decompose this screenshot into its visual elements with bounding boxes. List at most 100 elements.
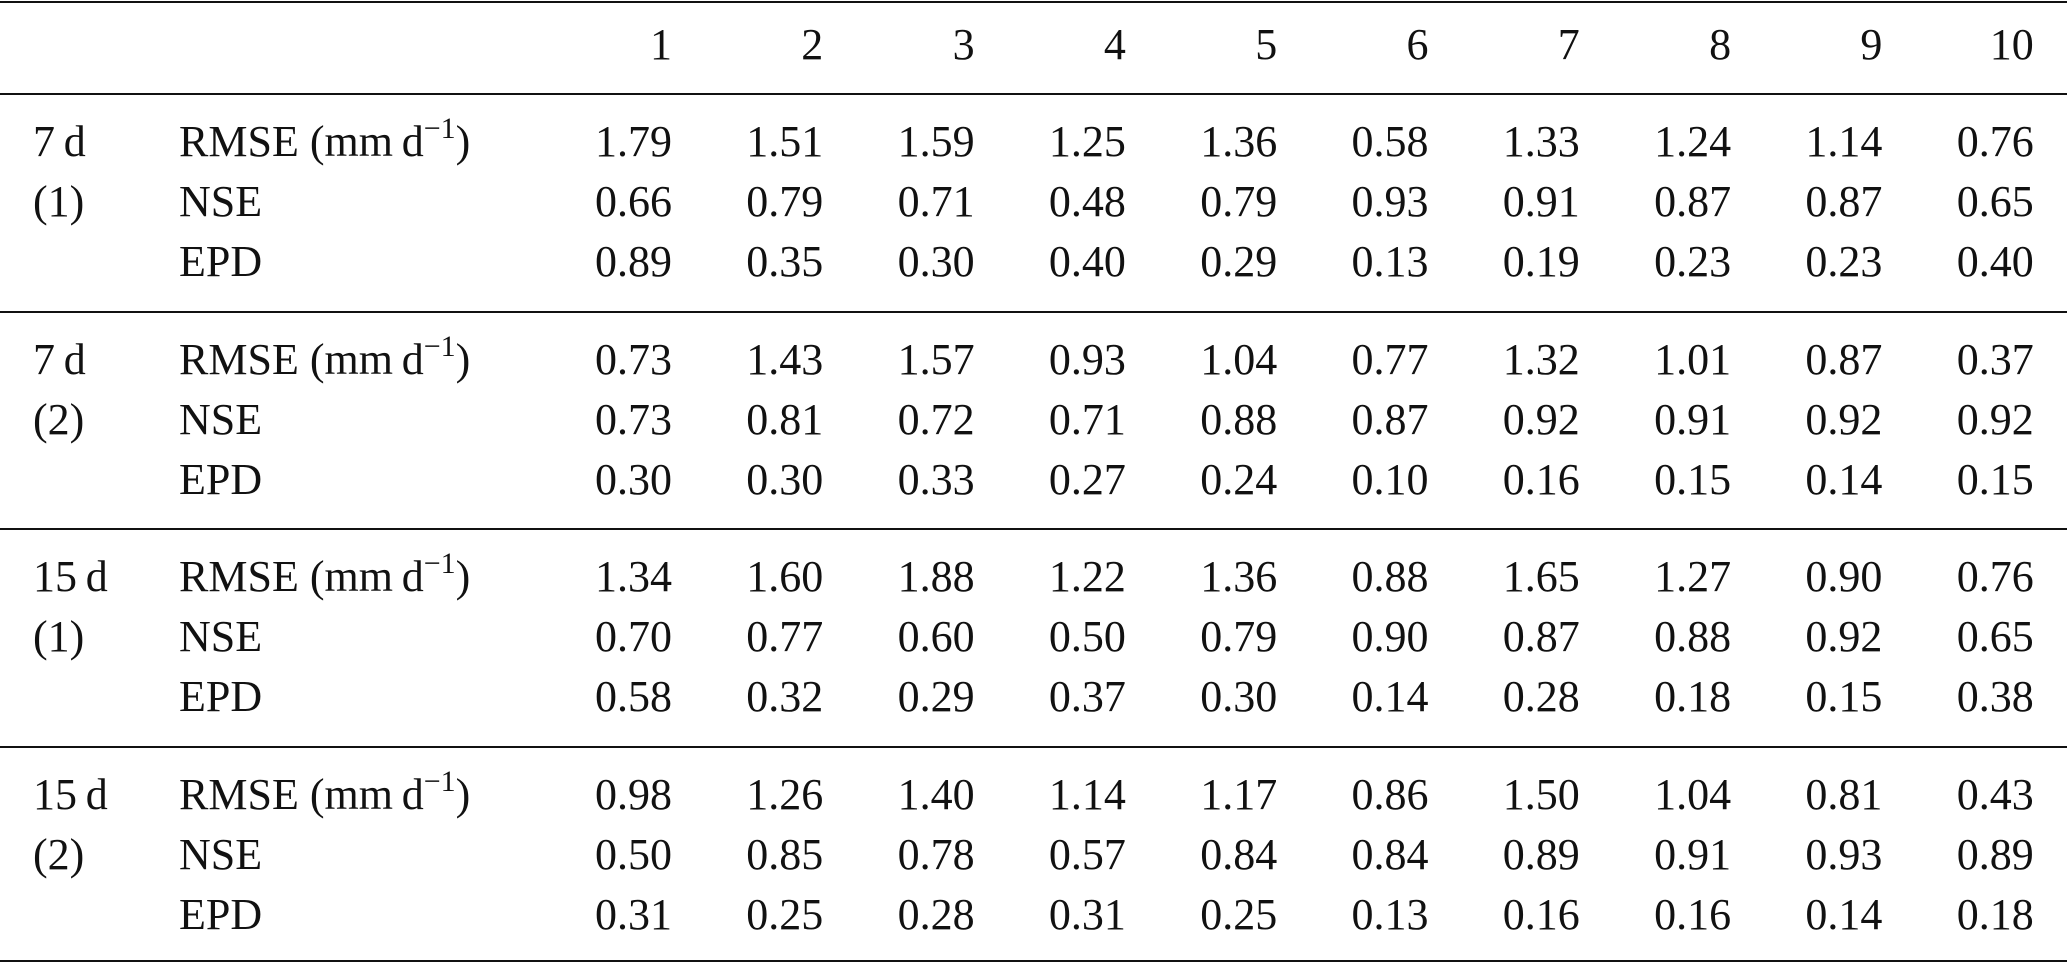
group-label: 15 d (33, 552, 108, 601)
cell: 0.25 (1200, 889, 1278, 939)
cell: 0.88 (1654, 612, 1732, 661)
cell: 0.16 (1654, 889, 1732, 939)
rule (0, 960, 2067, 962)
cell: 1.17 (1200, 769, 1278, 819)
cell: 0.43 (1956, 769, 2034, 819)
rule (0, 528, 2067, 530)
cell: 1.40 (897, 769, 975, 819)
cell: 0.92 (1956, 394, 2034, 444)
metric-label: RMSE (mm d−1) (179, 331, 471, 384)
cell: 0.30 (746, 454, 824, 504)
metric-text: NSE (179, 612, 263, 661)
cell: 0.87 (1805, 177, 1883, 226)
group-label: 7 d (33, 334, 86, 384)
metric-label: NSE (179, 615, 262, 659)
rule (0, 93, 2067, 95)
group-label: 7 d (33, 117, 86, 166)
cell: 0.48 (1048, 177, 1126, 226)
cell: 0.14 (1805, 889, 1883, 939)
column-header: 9 (1860, 20, 1883, 69)
cell: 0.57 (1048, 829, 1126, 879)
cell: 1.36 (1200, 117, 1278, 166)
metric-text: ) (455, 769, 471, 819)
cell: 1.50 (1502, 769, 1580, 819)
cell: 0.15 (1805, 672, 1883, 721)
metric-text: RMSE (mm d (179, 117, 424, 166)
group-label: (1) (33, 612, 85, 661)
cell: 0.93 (1805, 829, 1883, 879)
cell: 0.40 (1048, 237, 1126, 286)
cell: 0.71 (1048, 394, 1126, 444)
column-header: 10 (1989, 20, 2034, 69)
cell: 0.76 (1956, 117, 2034, 166)
metric-text: EPD (179, 454, 263, 504)
cell: 0.14 (1351, 672, 1429, 721)
cell: 0.89 (595, 237, 672, 286)
cell: 0.14 (1805, 454, 1883, 504)
metric-text: RMSE (mm d (179, 334, 424, 384)
cell: 0.29 (897, 672, 975, 721)
cell: 0.23 (1654, 237, 1732, 286)
metric-text: NSE (179, 394, 263, 444)
cell: 0.15 (1654, 454, 1732, 504)
metric-label: RMSE (mm d−1) (179, 114, 471, 166)
metric-text: EPD (179, 237, 263, 286)
cell: 1.43 (746, 334, 824, 384)
cell: 0.31 (1048, 889, 1126, 939)
metric-text: RMSE (mm d (179, 552, 424, 601)
cell: 0.66 (595, 177, 672, 226)
cell: 0.89 (1502, 829, 1580, 879)
metric-label: EPD (179, 675, 262, 719)
cell: 0.65 (1956, 177, 2034, 226)
cell: 0.87 (1502, 612, 1580, 661)
cell: 0.91 (1654, 829, 1732, 879)
cell: 0.81 (1805, 769, 1883, 819)
metric-unit-exponent: −1 (423, 764, 456, 798)
metric-text: ) (455, 117, 471, 166)
group-label: (2) (33, 829, 85, 879)
cell: 0.88 (1200, 394, 1278, 444)
metric-label: NSE (179, 180, 262, 224)
rule (0, 310, 2067, 313)
cell: 0.81 (746, 394, 824, 444)
cell: 0.16 (1502, 889, 1580, 939)
cell: 0.60 (897, 612, 975, 661)
cell: 0.29 (1200, 237, 1278, 286)
metric-label: NSE (179, 394, 263, 444)
cell: 0.13 (1351, 237, 1429, 286)
column-header: 2 (801, 20, 824, 69)
cell: 0.10 (1351, 454, 1429, 504)
cell: 0.35 (746, 237, 824, 286)
cell: 0.90 (1351, 612, 1429, 661)
cell: 1.01 (1654, 334, 1732, 384)
group-label: (2) (33, 394, 85, 444)
rule (0, 1, 2067, 3)
cell: 1.04 (1654, 769, 1732, 819)
metric-label: NSE (179, 829, 263, 879)
metric-text: RMSE (mm d (179, 769, 424, 819)
cell: 0.89 (1956, 829, 2034, 879)
cell: 0.92 (1805, 394, 1883, 444)
cell: 0.93 (1048, 334, 1126, 384)
cell: 1.25 (1048, 117, 1126, 166)
column-header: 1 (650, 20, 672, 69)
metric-unit-exponent: −1 (423, 112, 456, 145)
cell: 0.72 (897, 394, 975, 444)
metric-text: ) (455, 552, 471, 601)
cell: 0.98 (595, 769, 672, 819)
column-header: 5 (1255, 20, 1278, 69)
group-label: (1) (33, 177, 85, 226)
cell: 0.33 (897, 454, 975, 504)
cell: 1.24 (1654, 117, 1732, 166)
cell: 0.70 (595, 612, 672, 661)
cell: 0.38 (1956, 672, 2034, 721)
cell: 0.77 (746, 612, 824, 661)
cell: 0.87 (1351, 394, 1429, 444)
cell: 0.88 (1351, 552, 1429, 601)
column-header: 4 (1103, 20, 1126, 69)
metric-text: NSE (179, 829, 263, 879)
cell: 0.18 (1654, 672, 1732, 721)
metric-text: ) (455, 334, 471, 384)
cell: 0.85 (746, 829, 824, 879)
